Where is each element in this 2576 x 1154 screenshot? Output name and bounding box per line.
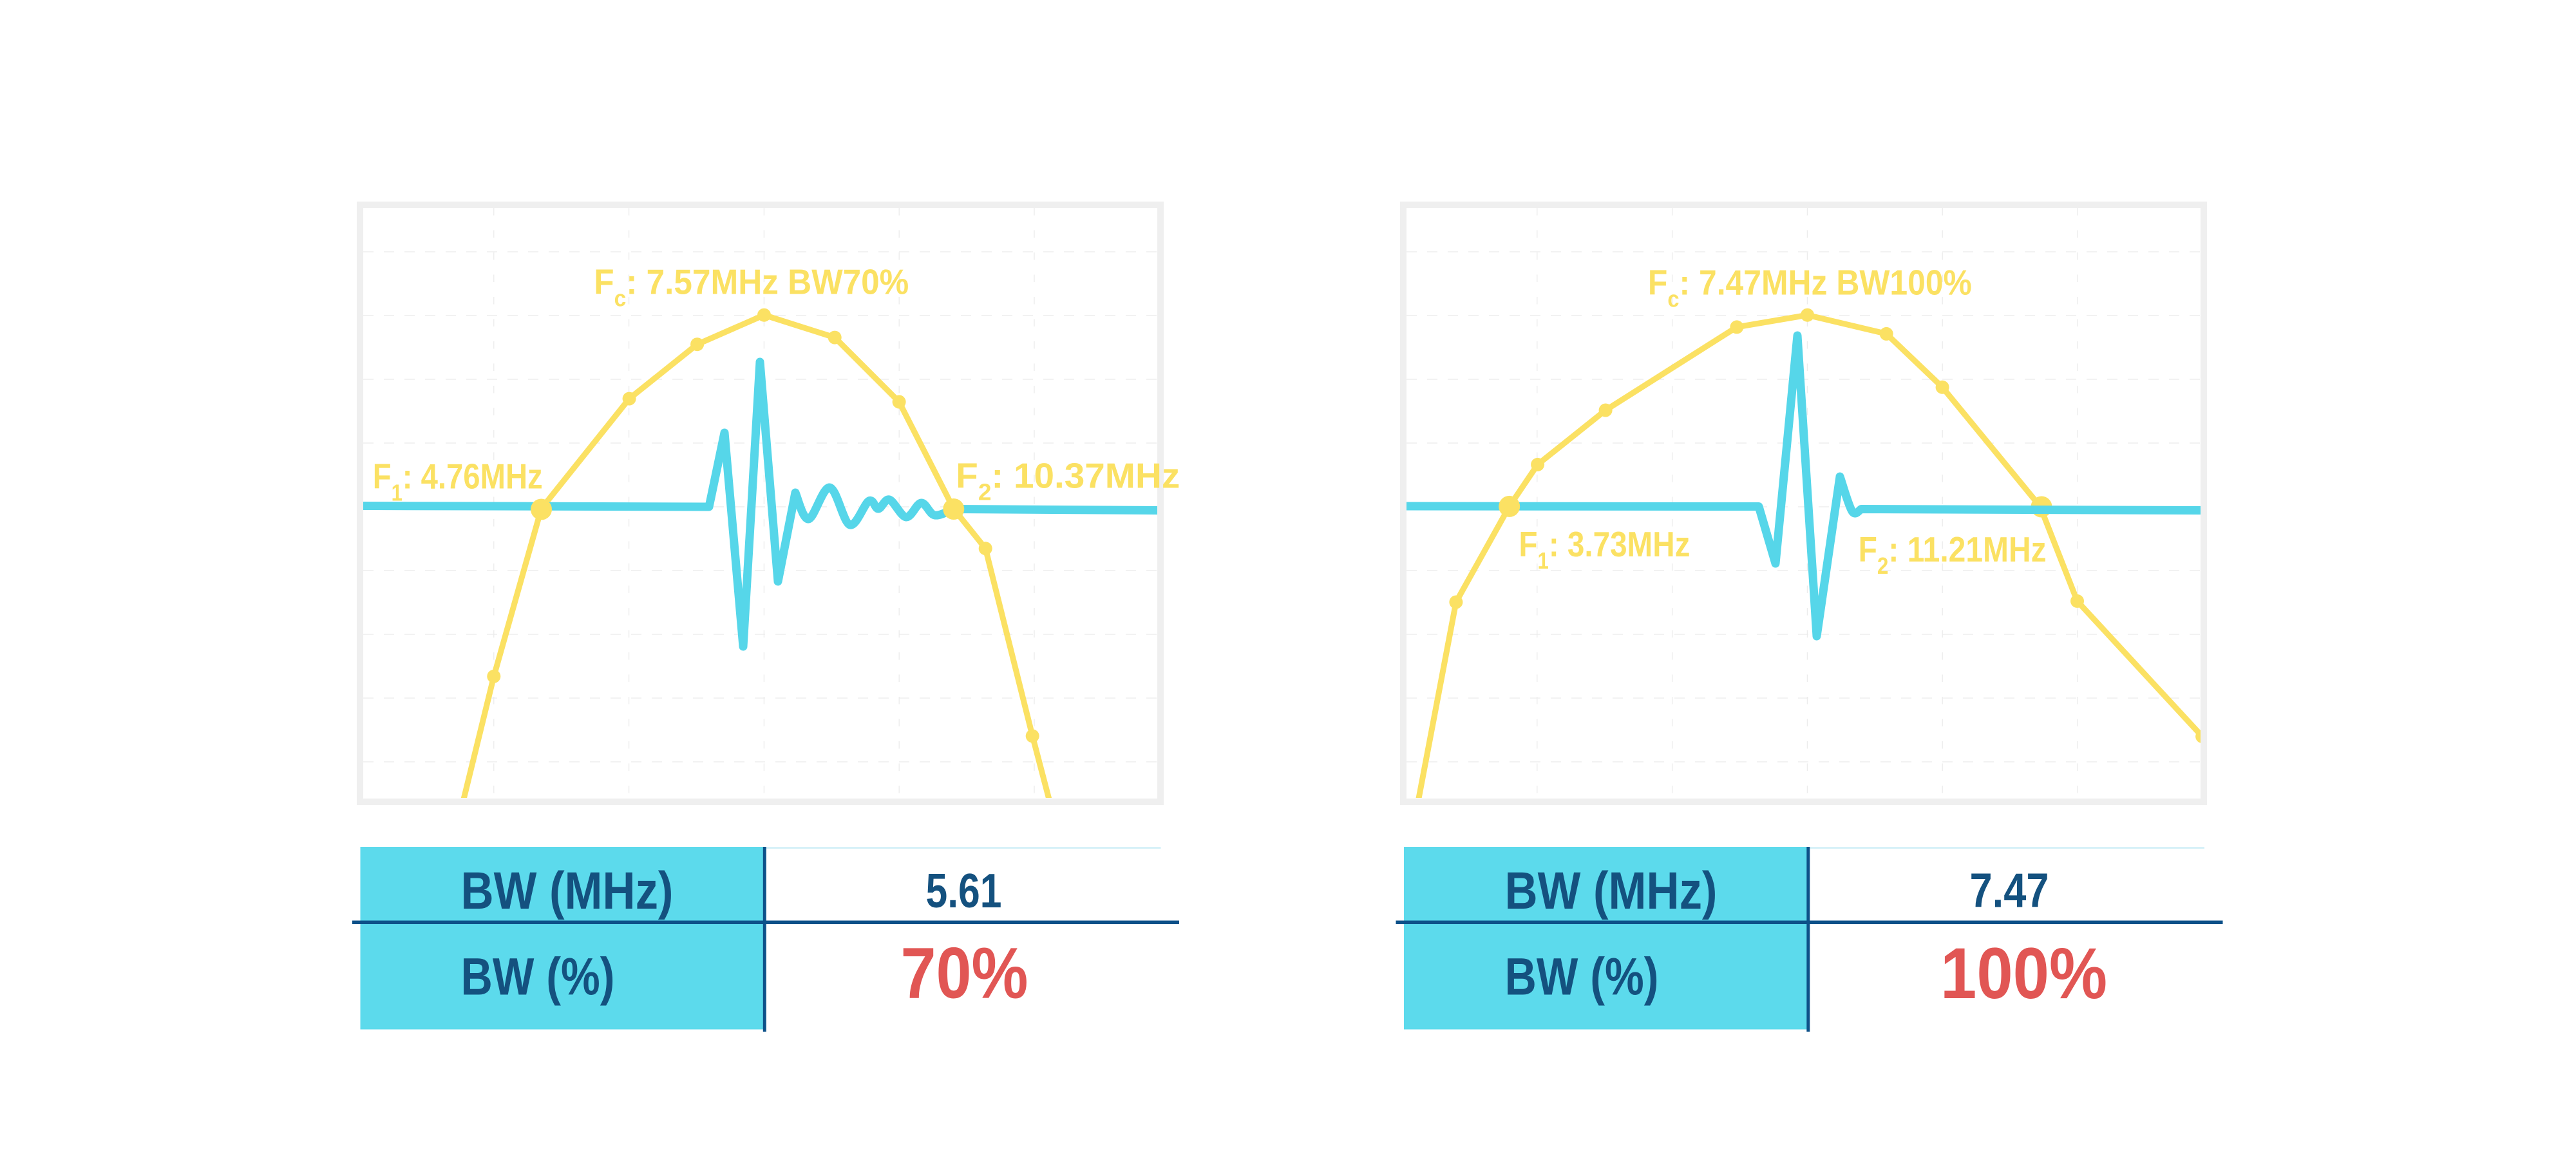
svg-text:BW (MHz): BW (MHz) bbox=[1505, 862, 1718, 920]
svg-text:5.61: 5.61 bbox=[926, 864, 1002, 918]
svg-text:100%: 100% bbox=[1940, 933, 2107, 1014]
svg-text:Fc: 7.57MHz BW70%: Fc: 7.57MHz BW70% bbox=[594, 262, 909, 312]
svg-text:BW (%): BW (%) bbox=[1505, 948, 1659, 1007]
svg-text:BW (%): BW (%) bbox=[461, 948, 615, 1007]
svg-text:7.47: 7.47 bbox=[1970, 864, 2049, 918]
svg-text:70%: 70% bbox=[901, 933, 1028, 1014]
svg-text:BW (MHz): BW (MHz) bbox=[461, 862, 674, 920]
